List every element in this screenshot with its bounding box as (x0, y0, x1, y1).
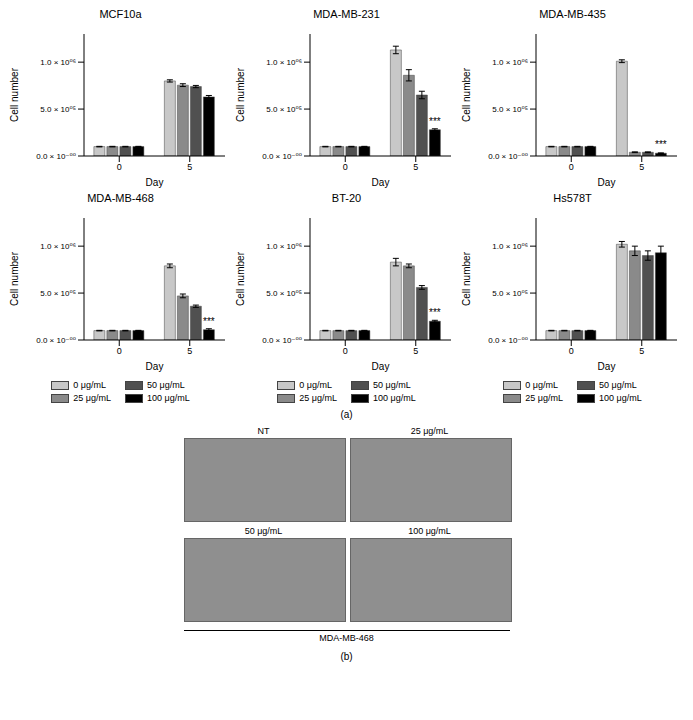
html-text:100 μg/mL: 100 μg/mL (408, 526, 451, 536)
svg-text:***: *** (655, 139, 667, 150)
svg-text:5: 5 (639, 162, 644, 172)
html-text:100 μg/mL: 100 μg/mL (147, 393, 190, 403)
svg-text:5: 5 (413, 346, 418, 356)
svg-text:Day: Day (372, 177, 390, 188)
html-text:NT: NT (257, 426, 270, 436)
html-text:50 μg/mL: 50 μg/mL (599, 380, 637, 390)
html-text:(a): (a) (340, 409, 353, 420)
html-text:50 μg/mL: 50 μg/mL (147, 380, 185, 390)
svg-text:5.0 × 10⁰⁵: 5.0 × 10⁰⁵ (492, 105, 528, 114)
svg-text:***: *** (429, 116, 441, 127)
html-text:100 μg/mL: 100 μg/mL (373, 393, 416, 403)
svg-text:Day: Day (146, 177, 164, 188)
html-text:0 μg/mL: 0 μg/mL (299, 380, 332, 390)
html-text:50 μg/mL: 50 μg/mL (373, 380, 411, 390)
svg-text:Cell number: Cell number (9, 67, 20, 122)
svg-text:0: 0 (343, 162, 348, 172)
svg-text:Cell number: Cell number (461, 251, 472, 306)
svg-text:1.0 × 10⁰⁶: 1.0 × 10⁰⁶ (40, 58, 76, 67)
html-text:Hs578T: Hs578T (553, 192, 592, 204)
html-text:100 μg/mL: 100 μg/mL (599, 393, 642, 403)
svg-text:5: 5 (187, 162, 192, 172)
html-text:MDA-MB-435: MDA-MB-435 (539, 8, 606, 20)
html-text:BT-20: BT-20 (331, 192, 362, 204)
svg-text:Cell number: Cell number (235, 67, 246, 122)
svg-text:1.0 × 10⁰⁶: 1.0 × 10⁰⁶ (266, 242, 302, 251)
svg-text:Cell number: Cell number (9, 251, 20, 306)
svg-text:0.0 × 10⁻⁰⁰: 0.0 × 10⁻⁰⁰ (36, 152, 76, 161)
svg-text:***: *** (203, 316, 215, 327)
svg-text:5: 5 (639, 346, 644, 356)
svg-text:Day: Day (598, 361, 616, 372)
svg-text:Cell number: Cell number (461, 67, 472, 122)
svg-text:1.0 × 10⁰⁶: 1.0 × 10⁰⁶ (492, 58, 528, 67)
svg-text:0.0 × 10⁻⁰⁰: 0.0 × 10⁻⁰⁰ (488, 152, 528, 161)
html-text:(b): (b) (340, 651, 353, 662)
svg-text:Day: Day (598, 177, 616, 188)
svg-text:1.0 × 10⁰⁶: 1.0 × 10⁰⁶ (266, 58, 302, 67)
svg-text:5.0 × 10⁰⁵: 5.0 × 10⁰⁵ (40, 105, 76, 114)
html-text:0 μg/mL: 0 μg/mL (73, 380, 106, 390)
svg-text:0.0 × 10⁻⁰⁰: 0.0 × 10⁻⁰⁰ (262, 152, 302, 161)
svg-text:5.0 × 10⁰⁵: 5.0 × 10⁰⁵ (266, 105, 302, 114)
html-text:25 μg/mL: 25 μg/mL (525, 393, 563, 403)
svg-text:0: 0 (117, 162, 122, 172)
html-text:0 μg/mL: 0 μg/mL (525, 380, 558, 390)
html-text:25 μg/mL: 25 μg/mL (299, 393, 337, 403)
html-text:MCF10a: MCF10a (99, 8, 142, 20)
svg-text:1.0 × 10⁰⁶: 1.0 × 10⁰⁶ (492, 242, 528, 251)
svg-text:1.0 × 10⁰⁶: 1.0 × 10⁰⁶ (40, 242, 76, 251)
svg-text:5.0 × 10⁰⁵: 5.0 × 10⁰⁵ (492, 289, 528, 298)
svg-text:0.0 × 10⁻⁰⁰: 0.0 × 10⁻⁰⁰ (488, 336, 528, 345)
html-text:25 μg/mL: 25 μg/mL (73, 393, 111, 403)
svg-text:5: 5 (187, 346, 192, 356)
svg-text:0: 0 (117, 346, 122, 356)
svg-text:0: 0 (569, 346, 574, 356)
svg-text:0: 0 (343, 346, 348, 356)
html-text:MDA-MB-468: MDA-MB-468 (87, 192, 154, 204)
svg-text:5.0 × 10⁰⁵: 5.0 × 10⁰⁵ (40, 289, 76, 298)
html-text:25 μg/mL: 25 μg/mL (410, 426, 449, 436)
svg-text:Day: Day (372, 361, 390, 372)
svg-text:***: *** (429, 307, 441, 318)
svg-text:Cell number: Cell number (235, 251, 246, 306)
svg-text:0: 0 (569, 162, 574, 172)
html-text:50 μg/mL: 50 μg/mL (244, 526, 283, 536)
html-text:MDA-MB-468: MDA-MB-468 (319, 633, 374, 643)
svg-text:5: 5 (413, 162, 418, 172)
svg-text:0.0 × 10⁻⁰⁰: 0.0 × 10⁻⁰⁰ (262, 336, 302, 345)
svg-text:Day: Day (146, 361, 164, 372)
svg-text:5.0 × 10⁰⁵: 5.0 × 10⁰⁵ (266, 289, 302, 298)
svg-text:0.0 × 10⁻⁰⁰: 0.0 × 10⁻⁰⁰ (36, 336, 76, 345)
html-text:MDA-MB-231: MDA-MB-231 (313, 8, 380, 20)
